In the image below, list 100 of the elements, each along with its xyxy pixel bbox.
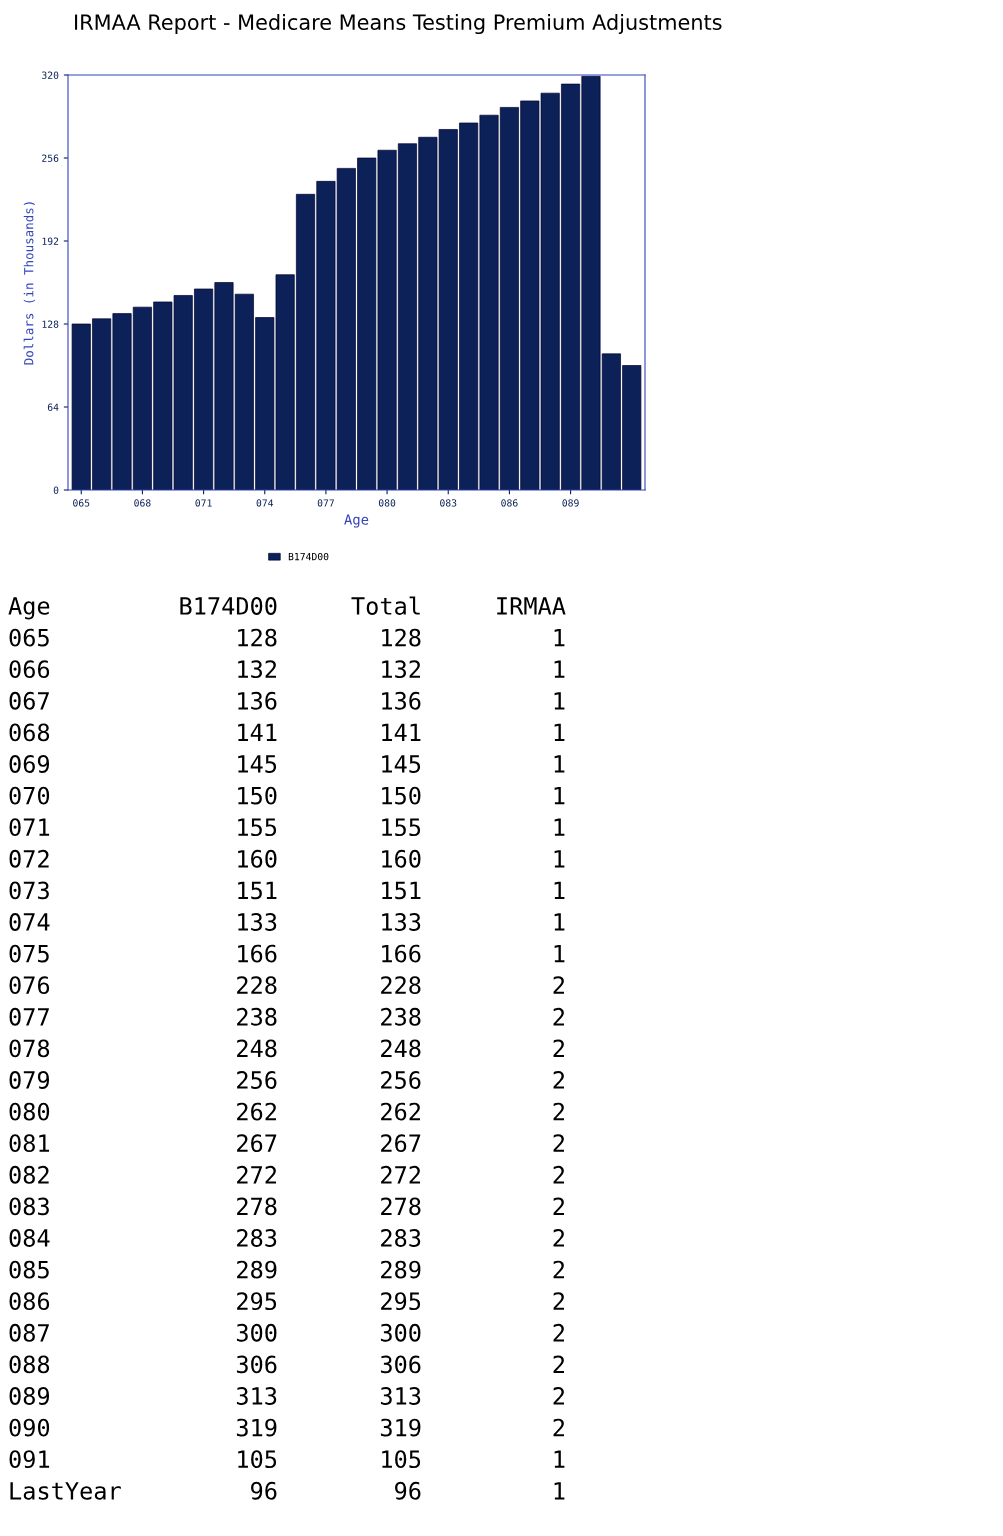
text: 238 — [381, 1007, 421, 1026]
text: 228 — [381, 976, 421, 995]
y-tick-label: 192 — [42, 237, 59, 245]
text: 1 — [554, 723, 565, 741]
text: 2 — [553, 1197, 564, 1215]
y-tick-label: 0 — [53, 486, 59, 494]
text: 1 — [554, 628, 565, 647]
x-tick-label: 083 — [440, 499, 457, 507]
text: 319 — [380, 1418, 421, 1437]
text: 072 — [9, 849, 49, 868]
text: 1 — [554, 881, 565, 899]
text: 105 — [238, 1450, 277, 1469]
text: 1 — [554, 755, 565, 773]
text: 267 — [237, 1134, 277, 1153]
text: 088 — [9, 1355, 50, 1374]
text: 132 — [382, 660, 420, 679]
text: 085 — [9, 1260, 49, 1279]
text: 065 — [9, 628, 49, 647]
text: 128 — [238, 628, 277, 647]
x-tick-label: 080 — [378, 499, 396, 507]
text: 071 — [9, 818, 50, 837]
text: 319 — [236, 1418, 277, 1437]
text: 1 — [554, 660, 565, 678]
y-tick-label: 128 — [42, 320, 59, 328]
x-tick-label: 077 — [317, 499, 334, 507]
text: 074 — [9, 913, 50, 931]
text: 1 — [554, 692, 565, 710]
chart-title: IRMAA Report - Medicare Means Testing Premium Adjustments — [75, 13, 722, 35]
text: 075 — [9, 944, 49, 963]
text: 2 — [553, 1292, 564, 1310]
text: 141 — [238, 723, 277, 741]
text: 272 — [237, 1165, 276, 1184]
text: 087 — [9, 1323, 49, 1342]
text: 306 — [380, 1355, 421, 1374]
text: 262 — [237, 1102, 276, 1121]
text: 136 — [238, 691, 277, 710]
text: 160 — [382, 849, 421, 868]
text: 313 — [380, 1387, 421, 1405]
text: 070 — [9, 786, 50, 805]
text: 1 — [554, 913, 565, 931]
text: 084 — [9, 1229, 50, 1247]
legend-label: B174D00 — [288, 552, 329, 561]
text: 1 — [554, 850, 565, 868]
text: IRMAA — [497, 597, 566, 615]
text: 086 — [9, 1292, 50, 1311]
text: 105 — [382, 1450, 421, 1469]
text: 155 — [382, 818, 421, 837]
text: 067 — [9, 691, 49, 710]
text: 2 — [553, 1323, 564, 1342]
text: 1 — [554, 818, 565, 836]
text: Total — [351, 596, 420, 615]
text: 145 — [382, 755, 421, 773]
text: 262 — [381, 1102, 420, 1121]
text: 1 — [554, 944, 565, 963]
text: 2 — [553, 1039, 564, 1057]
text: 133 — [382, 913, 421, 931]
text: 155 — [238, 818, 277, 837]
text: 267 — [381, 1134, 421, 1153]
text: 081 — [9, 1134, 50, 1153]
text: 166 — [238, 944, 277, 963]
text: 289 — [237, 1260, 277, 1279]
text: 073 — [9, 881, 49, 900]
x-axis-title: Age — [344, 514, 369, 528]
text: 306 — [236, 1355, 277, 1374]
text: 090 — [9, 1418, 50, 1437]
text: 2 — [553, 1418, 564, 1437]
text: 2 — [553, 1165, 564, 1184]
text: 150 — [382, 786, 421, 805]
text: 2 — [553, 1355, 564, 1373]
text: 066 — [9, 660, 50, 679]
text: 078 — [9, 1039, 50, 1058]
text: 278 — [381, 1197, 421, 1216]
text: 96 — [395, 1481, 421, 1500]
text: 300 — [380, 1323, 421, 1342]
text: 133 — [238, 913, 277, 931]
text: 082 — [9, 1165, 49, 1184]
text: 289 — [381, 1260, 421, 1279]
text: 145 — [238, 755, 277, 773]
text: 076 — [9, 976, 50, 995]
x-tick-label: 071 — [195, 499, 212, 507]
text: 2 — [553, 1229, 564, 1247]
x-tick-label: 089 — [562, 499, 579, 507]
y-axis-title: Dollars (in Thousands) — [23, 202, 35, 365]
x-tick-label: 065 — [73, 499, 90, 507]
text: 256 — [381, 1071, 421, 1089]
text: 089 — [9, 1387, 50, 1405]
y-tick-label: 64 — [47, 403, 59, 411]
text: 2 — [553, 1134, 564, 1152]
text: 228 — [237, 976, 277, 995]
text: 166 — [382, 944, 421, 963]
x-tick-label: 068 — [134, 499, 151, 507]
text: 1 — [554, 1482, 565, 1500]
text: 2 — [553, 1102, 564, 1121]
text: 069 — [9, 755, 50, 773]
text: 2 — [553, 1260, 564, 1279]
text: 278 — [237, 1197, 277, 1216]
text: 077 — [9, 1007, 49, 1026]
text: 238 — [237, 1007, 277, 1026]
text: 091 — [9, 1450, 50, 1469]
text: LastYear — [10, 1482, 121, 1500]
